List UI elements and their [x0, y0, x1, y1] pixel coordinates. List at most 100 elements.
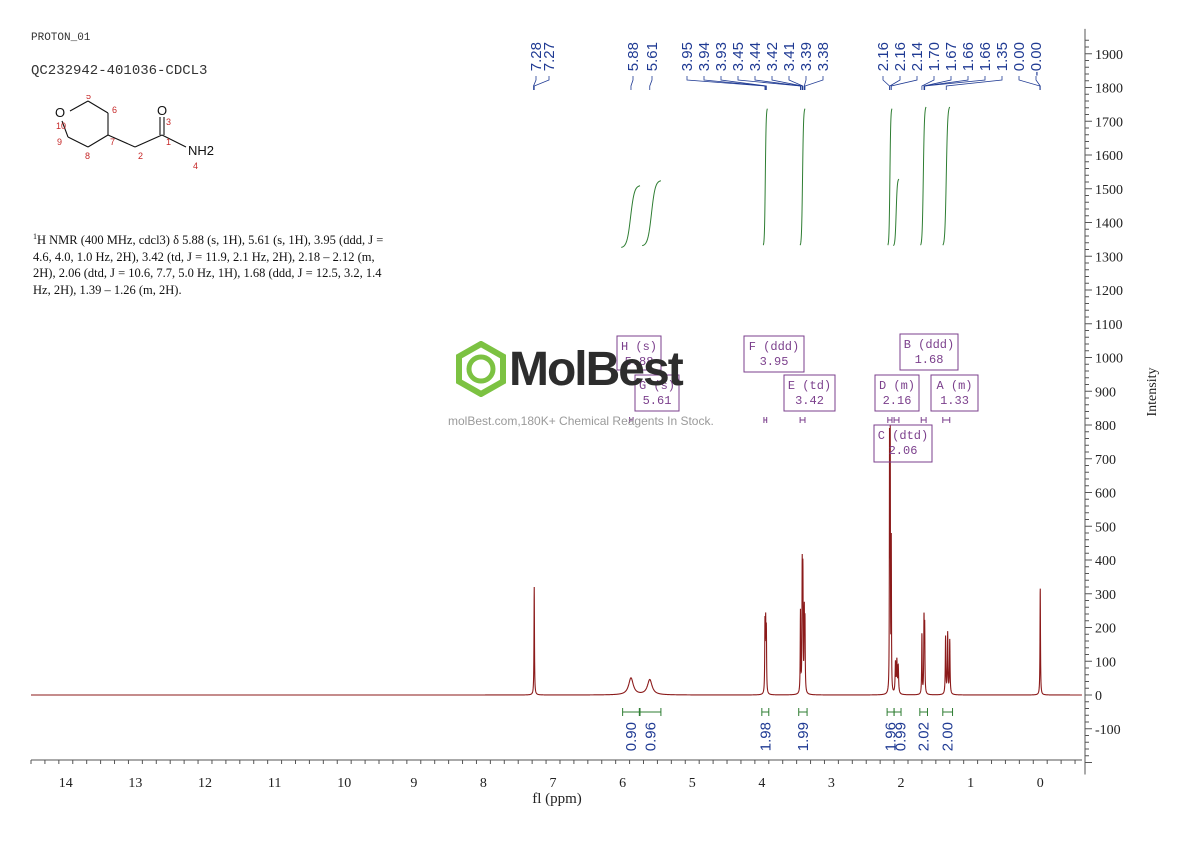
atom-2: 2 — [138, 151, 143, 161]
y-tick-label: 1000 — [1095, 352, 1123, 367]
multiplet-name: D (m) — [879, 379, 915, 393]
multiplet-box — [783, 374, 836, 412]
peak-label-leader — [686, 76, 766, 90]
y-tick-label: 1900 — [1095, 48, 1123, 63]
multiplet-name: E (td) — [788, 379, 831, 393]
peak-label: 5.88 — [625, 42, 642, 71]
y-tick-label: 800 — [1095, 419, 1116, 434]
y-tick-label: 1300 — [1095, 250, 1123, 265]
x-axis-title: fl (ppm) — [532, 791, 582, 807]
peak-label-leader — [890, 76, 918, 90]
peak-label-leader — [1018, 76, 1041, 90]
peak-label-leader — [788, 76, 804, 90]
multiplet-name: C (dtd) — [878, 429, 928, 443]
integral-curve — [621, 185, 641, 248]
x-tick-label: 3 — [828, 776, 835, 791]
peak-label-leader — [889, 76, 901, 90]
peak-label-leader — [1035, 76, 1041, 90]
x-tick-label: 13 — [128, 776, 142, 791]
integral-curve — [893, 178, 900, 247]
integral-curve — [762, 108, 768, 246]
y-axis-title: Intensity — [1145, 368, 1160, 417]
peak-label-leader — [649, 76, 653, 90]
multiplet-name: H (s) — [621, 340, 657, 354]
y-tick-label: 100 — [1095, 655, 1116, 670]
atom-10: 10 — [56, 121, 66, 131]
multiplet-name: B (ddd) — [904, 338, 954, 352]
y-tick-label: 1400 — [1095, 217, 1123, 232]
atom-7: 7 — [110, 137, 115, 147]
spectrum-line — [31, 424, 1082, 696]
integral-value: 1.96 — [883, 722, 900, 751]
integral-curve — [942, 106, 951, 246]
peak-label: 5.61 — [644, 42, 661, 71]
y-tick-label: 400 — [1095, 554, 1116, 569]
atom-3: 3 — [166, 117, 171, 127]
peak-label-leader — [924, 76, 986, 90]
peak-label: 7.27 — [541, 42, 558, 71]
peak-label-leader — [771, 76, 803, 90]
atom-1: 1 — [166, 137, 171, 147]
peak-label: 3.45 — [730, 42, 747, 71]
watermark-tagline: molBest.com,180K+ Chemical Reagents In S… — [448, 414, 714, 428]
peak-label: 0.00 — [1011, 42, 1028, 71]
x-tick-label: 5 — [689, 776, 696, 791]
peak-label: 1.66 — [977, 42, 994, 71]
nmr-description-text: H NMR (400 MHz, cdcl3) δ 5.88 (s, 1H), 5… — [33, 233, 384, 297]
multiplet-name: F (ddd) — [749, 340, 799, 354]
y-tick-label: 0 — [1095, 689, 1102, 704]
multiplet-box — [743, 335, 805, 373]
x-tick-label: 2 — [898, 776, 905, 791]
atom-9: 9 — [57, 137, 62, 147]
peak-label: 3.44 — [747, 42, 764, 71]
atom-5: 5 — [86, 95, 91, 101]
y-tick-label: 1800 — [1095, 82, 1123, 97]
peak-label-leader — [804, 76, 824, 90]
nmr-description: 1H NMR (400 MHz, cdcl3) δ 5.88 (s, 1H), … — [33, 229, 393, 298]
peak-label: 7.28 — [528, 42, 545, 71]
multiplet-box — [874, 374, 920, 412]
integral-curve — [799, 108, 806, 246]
peak-label-leader — [921, 76, 935, 90]
multiplet-shift: 2.16 — [883, 394, 912, 408]
peak-label: 1.70 — [926, 42, 943, 71]
watermark-brand: MolBest — [509, 343, 684, 396]
multiplet-shift: 1.68 — [915, 353, 944, 367]
peak-label: 2.16 — [875, 42, 892, 71]
multiplet-name: A (m) — [936, 379, 972, 393]
x-tick-label: 10 — [337, 776, 351, 791]
atom-8: 8 — [85, 151, 90, 161]
x-tick-label: 4 — [758, 776, 765, 791]
multiplet-box — [616, 335, 662, 371]
integral-curve — [887, 108, 893, 246]
multiplet-shift: 5.61 — [643, 394, 672, 408]
integral-curve — [641, 180, 662, 247]
y-tick-label: 300 — [1095, 588, 1116, 603]
atom-4: 4 — [193, 161, 198, 171]
multiplet-shift: 1.33 — [940, 394, 969, 408]
y-tick-label: 1600 — [1095, 149, 1123, 164]
peak-label: 3.42 — [764, 42, 781, 71]
peak-label: 1.35 — [994, 42, 1011, 71]
molecule-structure: O 5 6 10 9 8 7 2 1 3 O NH2 4 — [55, 95, 214, 171]
x-tick-label: 1 — [967, 776, 974, 791]
sample-name: QC232942-401036-CDCL3 — [31, 63, 208, 79]
peak-label-leader — [882, 76, 890, 90]
y-tick-label: 1200 — [1095, 284, 1123, 299]
y-tick-label: 1700 — [1095, 115, 1123, 130]
peak-label: -0.00 — [1028, 42, 1045, 76]
integral-value: 0.99 — [893, 722, 910, 751]
x-tick-label: 0 — [1037, 776, 1044, 791]
multiplet-shift: 3.95 — [760, 355, 789, 369]
atom-o-carbonyl: O — [157, 103, 167, 118]
integral-value: 1.99 — [795, 722, 812, 751]
peak-label-leader — [945, 76, 1003, 90]
peak-label: 1.66 — [960, 42, 977, 71]
molbest-logo-icon — [456, 341, 506, 397]
x-tick-label: 6 — [619, 776, 626, 791]
atom-o-ring: O — [55, 105, 65, 120]
multiplet-box — [930, 374, 979, 412]
multiplet-box — [873, 424, 933, 463]
integral-curve — [920, 106, 927, 246]
